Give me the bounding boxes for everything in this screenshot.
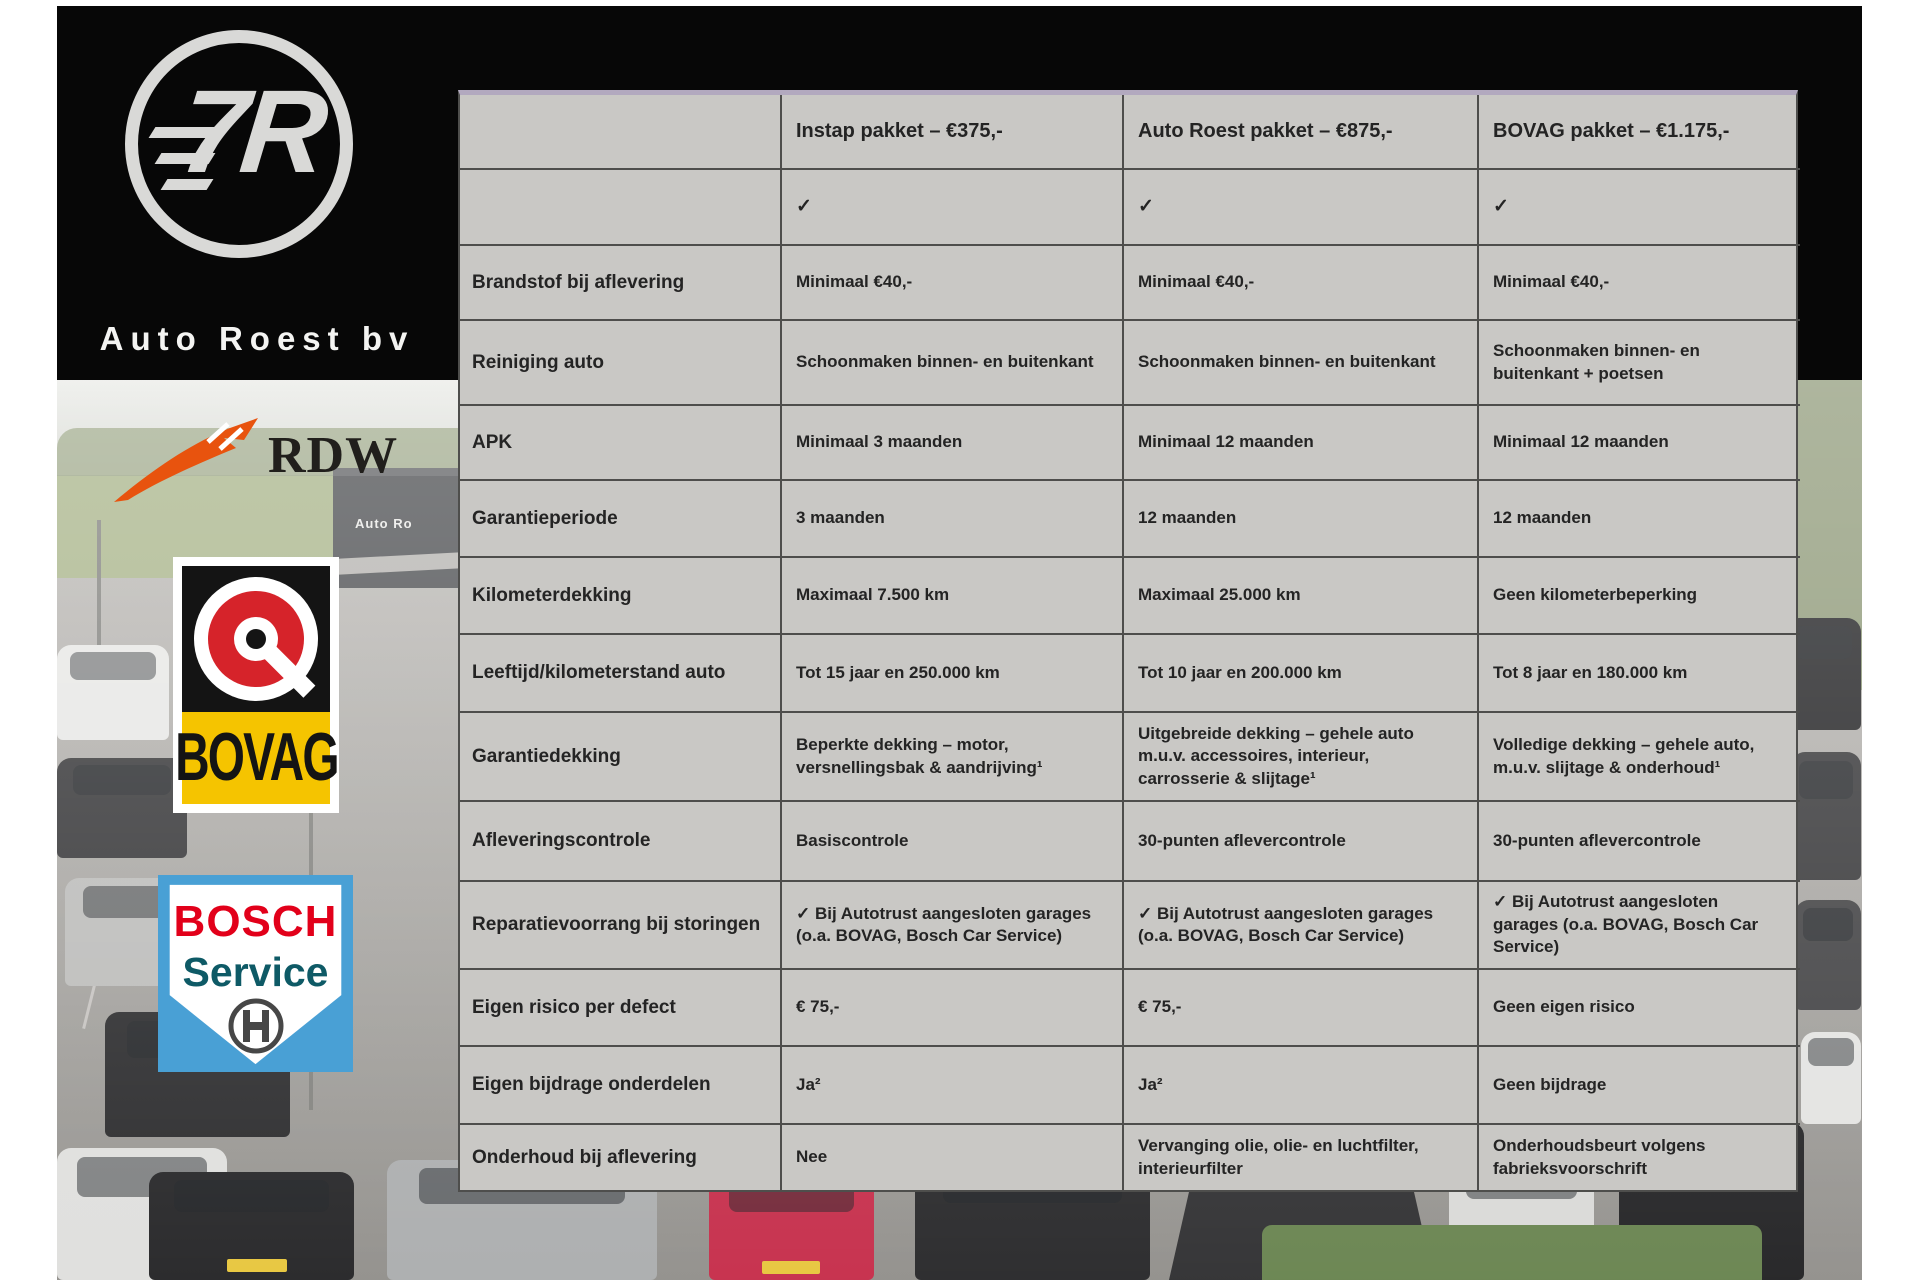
row-label: Afleveringscontrole — [460, 802, 780, 882]
value-cell: € 75,- — [780, 970, 1122, 1047]
value-cell: 3 maanden — [780, 481, 1122, 558]
package-header: Auto Roest pakket – €875,- — [1122, 95, 1477, 170]
row-label: Garantiedekking — [460, 713, 780, 802]
auto-roest-logo-icon: 7R — [125, 30, 353, 258]
value-cell: Geen eigen risico — [1477, 970, 1800, 1047]
value-cell: Basiscontrole — [780, 802, 1122, 882]
value-cell: ✓ Bij Autotrust aangesloten garages (o.a… — [1477, 882, 1800, 970]
row-label: APK — [460, 406, 780, 481]
value-cell: Volledige dekking – gehele auto, m.u.v. … — [1477, 713, 1800, 802]
photo-grass — [1262, 1225, 1762, 1280]
row-label: Reiniging auto — [460, 321, 780, 406]
value-cell: ✓ Bij Autotrust aangesloten garages (o.a… — [780, 882, 1122, 970]
value-cell: 30-punten aflevercontrole — [1122, 802, 1477, 882]
bosch-service-logo: BOSCH Service — [158, 875, 353, 1072]
value-cell: Schoonmaken binnen- en buitenkant + poet… — [1477, 321, 1800, 406]
value-cell: 12 maanden — [1122, 481, 1477, 558]
rdw-label: RDW — [268, 426, 399, 484]
row-label: Onderhoud bij aflevering — [472, 1146, 697, 1168]
car — [1795, 900, 1861, 1010]
value-cell: Ja² — [1122, 1047, 1477, 1125]
value-cell: Ja² — [780, 1047, 1122, 1125]
value-cell: Minimaal €40,- — [1477, 246, 1800, 321]
bovag-label-panel: BOVAG — [175, 712, 339, 804]
row-label: Kilometerdekking — [460, 558, 780, 635]
rdw-logo: RDW — [110, 416, 398, 508]
row-label: Reparatievoorrang bij storingen — [460, 882, 780, 970]
license-plate — [761, 1261, 820, 1274]
row-label: Eigen risico per defect — [460, 970, 780, 1047]
package-header: BOVAG pakket – €1.175,- — [1477, 95, 1800, 170]
row-label — [460, 170, 780, 246]
row-label: Eigen bijdrage onderdelen — [460, 1047, 780, 1125]
dealership-name: Auto Roest bv — [99, 320, 415, 357]
value-cell: Beperkte dekking – motor, versnellingsba… — [780, 713, 1122, 802]
value-cell: Tot 10 jaar en 200.000 km — [1122, 635, 1477, 713]
package-header: Instap pakket – €375,- — [780, 95, 1122, 170]
car — [149, 1172, 354, 1280]
value-cell: 30-punten aflevercontrole — [1477, 802, 1800, 882]
value-cell: Uitgebreide dekking – gehele auto m.u.v.… — [1122, 713, 1477, 802]
value-cell: Onderhoudsbeurt volgens fabrieksvoorschr… — [1477, 1125, 1800, 1190]
value-cell: Nee — [780, 1125, 1122, 1190]
bosch-service-label: Service — [182, 949, 329, 995]
value-cell: ✓ Bij Autotrust aangesloten garages (o.a… — [1122, 882, 1477, 970]
bovag-emblem-icon — [182, 566, 330, 712]
included-checkmark-cell: ✓ — [780, 170, 1122, 246]
value-cell: Tot 8 jaar en 180.000 km — [1477, 635, 1800, 713]
value-cell: Minimaal €40,- — [1122, 246, 1477, 321]
row-label: Brandstof bij aflevering — [460, 246, 780, 321]
car — [1801, 1032, 1861, 1124]
pricing-table: Instap pakket – €375,- Auto Roest pakket … — [458, 90, 1800, 1192]
logo-monogram: 7R — [175, 66, 328, 198]
car — [1791, 752, 1861, 880]
value-cell: Maximaal 25.000 km — [1122, 558, 1477, 635]
included-checkmark-cell: ✓ — [1477, 170, 1800, 246]
license-plate — [226, 1259, 287, 1272]
row-label: Leeftijd/kilometerstand auto — [460, 635, 780, 713]
value-cell: Minimaal 12 maanden — [1477, 406, 1800, 481]
value-cell: Maximaal 7.500 km — [780, 558, 1122, 635]
building-sign: Auto Ro — [355, 516, 413, 531]
value-cell: Schoonmaken binnen- en buitenkant — [780, 321, 1122, 406]
light-pole — [97, 520, 101, 740]
value-cell: Minimaal 12 maanden — [1122, 406, 1477, 481]
corner-cell — [460, 95, 780, 170]
car — [57, 758, 187, 858]
row-label: Garantieperiode — [460, 481, 780, 558]
value-cell: 12 maanden — [1477, 481, 1800, 558]
value-cell: € 75,- — [1122, 970, 1477, 1047]
value-cell: Tot 15 jaar en 250.000 km — [780, 635, 1122, 713]
bosch-label: BOSCH — [173, 897, 338, 946]
value-cell: Vervanging olie, olie- en luchtfilter, i… — [1122, 1125, 1477, 1190]
value-cell: Geen bijdrage — [1477, 1047, 1800, 1125]
rdw-wing-icon — [114, 418, 258, 502]
value-cell: Schoonmaken binnen- en buitenkant — [1122, 321, 1477, 406]
value-cell: Geen kilometerbeperking — [1477, 558, 1800, 635]
car — [57, 645, 169, 740]
bovag-logo: BOVAG — [173, 557, 339, 813]
value-cell: Minimaal €40,- — [780, 246, 1122, 321]
bovag-label: BOVAG — [174, 720, 340, 796]
value-cell: Minimaal 3 maanden — [780, 406, 1122, 481]
bosch-armature-icon — [228, 998, 283, 1054]
included-checkmark-cell: ✓ — [1122, 170, 1477, 246]
